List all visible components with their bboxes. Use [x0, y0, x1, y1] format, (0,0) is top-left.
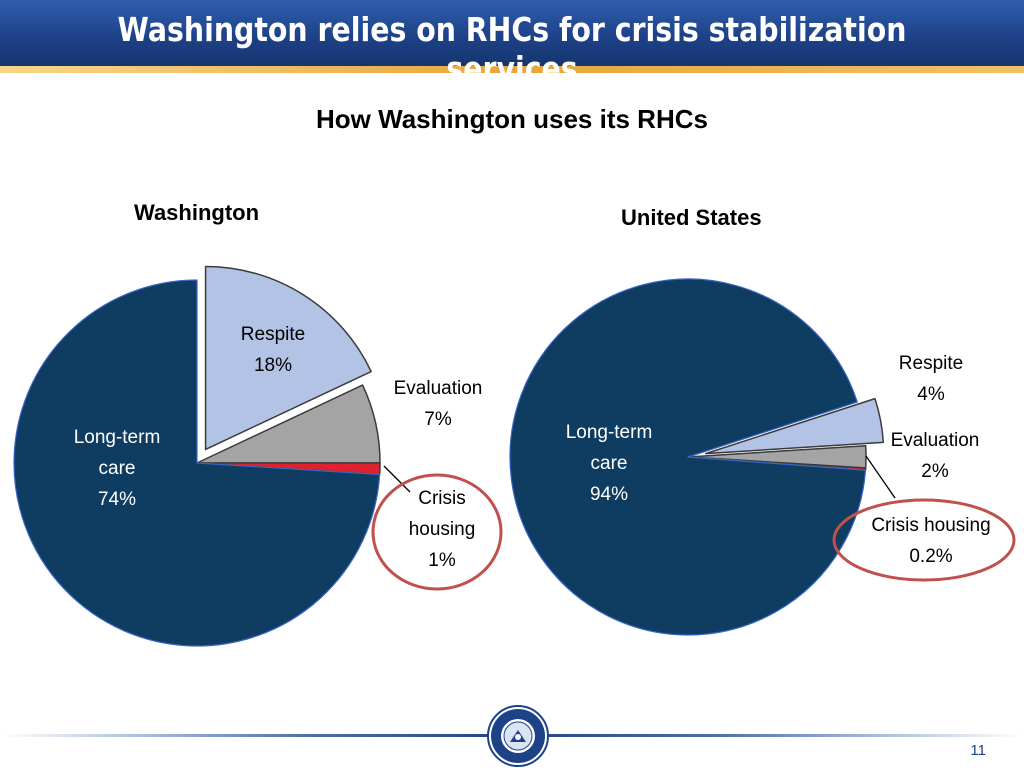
washington-label-long-term-care-line: Long-term	[74, 427, 161, 448]
washington-crisis-housing-highlight-circle	[371, 473, 503, 591]
washington-label-evaluation-line: Evaluation	[394, 378, 483, 399]
washington-label-evaluation: Evaluation 7%	[394, 378, 483, 430]
us-label-long-term-care-line: 94%	[590, 484, 628, 505]
us-label-evaluation: Evaluation 2%	[891, 430, 980, 482]
washington-label-long-term-care-line: 74%	[98, 489, 136, 510]
us-crisis-housing-leader-line	[865, 455, 896, 499]
washington-chart-title: Washington	[134, 200, 260, 225]
washington-label-long-term-care-line: care	[99, 458, 136, 479]
us-label-respite-line: 4%	[917, 384, 945, 405]
us-label-evaluation-line: 2%	[921, 461, 949, 482]
us-label-crisis-housing-line: 0.2%	[909, 546, 952, 567]
washington-label-evaluation-line: 7%	[424, 409, 452, 430]
us-slice-long-term-care	[509, 278, 867, 636]
us-label-crisis-housing: Crisis housing 0.2%	[871, 515, 990, 567]
washington-label-crisis-housing-line: 1%	[428, 550, 456, 571]
us-chart-title: United States	[621, 205, 762, 230]
auditor-seal-logo	[487, 705, 549, 767]
us-label-long-term-care-line: Long-term	[566, 422, 653, 443]
washington-label-crisis-housing-line: Crisis	[418, 488, 466, 509]
washington-crisis-housing-leader-line	[383, 465, 411, 493]
us-label-crisis-housing-line: Crisis housing	[871, 515, 990, 536]
washington-label-crisis-housing-line: housing	[409, 519, 476, 540]
chart-subtitle: How Washington uses its RHCs	[316, 104, 708, 134]
header-accent-line	[0, 66, 1024, 73]
washington-label-respite: Respite 18%	[241, 324, 305, 376]
washington-label-crisis-housing: Crisis housing 1%	[409, 488, 476, 571]
us-label-evaluation-line: Evaluation	[891, 430, 980, 451]
us-label-long-term-care: Long-term care 94%	[566, 422, 653, 505]
slide-title: Washington relies on RHCs for crisis sta…	[117, 10, 907, 88]
us-label-respite: Respite 4%	[899, 353, 963, 405]
us-crisis-housing-highlight-circle	[832, 498, 1016, 582]
washington-slice-long-term-care	[13, 279, 381, 647]
slide-header	[0, 0, 1024, 66]
page-number: 11	[970, 742, 986, 759]
washington-label-respite-line: Respite	[241, 324, 305, 345]
washington-slice-respite	[204, 265, 372, 451]
washington-label-long-term-care: Long-term care 74%	[74, 427, 161, 510]
us-label-long-term-care-line: care	[591, 453, 628, 474]
us-slice-respite	[704, 397, 885, 455]
us-label-respite-line: Respite	[899, 353, 963, 374]
washington-label-respite-line: 18%	[254, 355, 292, 376]
